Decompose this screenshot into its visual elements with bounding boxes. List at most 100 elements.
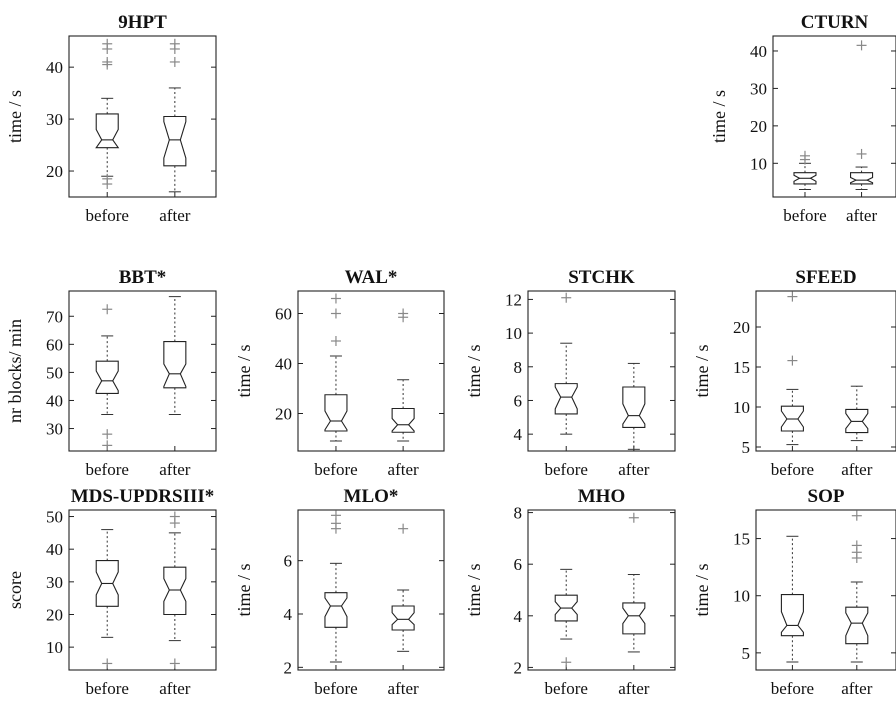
notched-box xyxy=(845,606,869,645)
outlier-marker xyxy=(102,658,113,669)
outlier-marker xyxy=(787,291,798,302)
notched-box xyxy=(95,560,119,607)
y-tick-label: 40 xyxy=(275,355,292,374)
outlier-marker xyxy=(851,540,862,551)
y-tick-label: 2 xyxy=(284,658,293,677)
y-tick-label: 20 xyxy=(46,162,63,181)
y-tick-label: 20 xyxy=(275,405,292,424)
plot-frame xyxy=(527,290,676,452)
plot-frame xyxy=(297,509,445,671)
box-after xyxy=(622,512,646,653)
chart-title: SFEED xyxy=(795,267,856,288)
plot-frame xyxy=(68,509,217,671)
y-tick-label: 10 xyxy=(733,398,750,417)
x-tick-label: after xyxy=(159,206,190,225)
box-after xyxy=(845,385,869,442)
outlier-marker xyxy=(851,510,862,521)
chart-panel-stchk: STCHK time / s 4 6 8 10 12 before after xyxy=(464,267,676,479)
notched-box xyxy=(845,408,869,434)
y-axis-label: score xyxy=(5,571,25,609)
y-tick-label: 50 xyxy=(46,508,63,527)
plot-frame xyxy=(297,290,445,452)
plot-frame xyxy=(68,35,217,198)
x-tick-label: before xyxy=(771,679,814,698)
notched-box xyxy=(793,172,817,185)
chart-panel-9hpt: 9HPT time / s 20 30 40 before after xyxy=(5,12,217,225)
y-tick-label: 20 xyxy=(46,605,63,624)
y-tick-label: 70 xyxy=(46,307,63,326)
x-tick-label: after xyxy=(841,679,872,698)
chart-panel-bbt-: BBT* nr blocks/ min 30 40 50 60 70 before after xyxy=(5,267,217,479)
y-tick-label: 30 xyxy=(750,79,767,98)
notched-box xyxy=(163,566,187,616)
plot-frame xyxy=(527,509,676,671)
outlier-marker xyxy=(628,512,639,523)
x-tick-label: after xyxy=(159,460,190,479)
plot-frame xyxy=(755,509,896,671)
outlier-marker xyxy=(102,429,113,440)
y-tick-label: 10 xyxy=(505,324,522,343)
y-tick-label: 20 xyxy=(733,318,750,337)
y-tick-label: 15 xyxy=(733,530,750,549)
plot-frame xyxy=(755,290,896,452)
chart-title: MLO* xyxy=(344,486,399,507)
x-tick-label: after xyxy=(618,460,649,479)
x-tick-label: before xyxy=(314,460,357,479)
y-axis-label: time / s xyxy=(464,345,484,398)
x-tick-label: before xyxy=(771,460,814,479)
y-axis-label: time / s xyxy=(709,90,729,143)
chart-panel-cturn: CTURN time / s 10 20 30 40 before after xyxy=(709,12,896,225)
y-tick-label: 40 xyxy=(46,391,63,410)
chart-title: STCHK xyxy=(568,267,635,288)
y-tick-label: 10 xyxy=(46,638,63,657)
y-axis-label: time / s xyxy=(692,345,712,398)
outlier-marker xyxy=(561,657,572,668)
notched-box xyxy=(622,602,646,635)
box-before xyxy=(780,535,804,663)
y-tick-label: 8 xyxy=(514,358,523,377)
y-tick-label: 30 xyxy=(46,420,63,439)
outlier-marker xyxy=(102,440,113,451)
notched-box xyxy=(163,115,187,167)
chart-title: WAL* xyxy=(345,267,398,288)
plot-frame xyxy=(772,35,896,198)
outlier-marker xyxy=(102,56,113,67)
chart-title: MHO xyxy=(578,486,626,507)
x-tick-label: after xyxy=(159,679,190,698)
notched-box xyxy=(554,383,578,415)
x-tick-label: before xyxy=(86,460,129,479)
y-axis-label: nr blocks/ min xyxy=(5,319,25,423)
notched-box xyxy=(780,405,804,432)
notched-box xyxy=(554,594,578,622)
box-before xyxy=(324,510,348,663)
chart-title: SOP xyxy=(808,486,845,507)
y-tick-label: 10 xyxy=(750,154,767,173)
notched-box xyxy=(95,360,119,395)
y-tick-label: 50 xyxy=(46,363,63,382)
outlier-marker xyxy=(787,355,798,366)
box-before xyxy=(95,304,119,451)
y-axis-label: time / s xyxy=(234,345,254,398)
y-axis-label: time / s xyxy=(234,564,254,617)
chart-title: MDS-UPDRSIII* xyxy=(71,486,215,507)
box-after xyxy=(163,38,187,193)
chart-panel-mho: MHO time / s 2 4 6 8 before after xyxy=(464,486,676,698)
y-tick-label: 6 xyxy=(514,555,523,574)
y-tick-label: 5 xyxy=(742,438,751,457)
y-axis-label: time / s xyxy=(464,564,484,617)
box-after xyxy=(163,511,187,669)
x-tick-label: after xyxy=(388,460,419,479)
y-tick-label: 4 xyxy=(284,605,293,624)
box-before xyxy=(95,38,120,190)
y-tick-label: 6 xyxy=(284,552,293,571)
outlier-marker xyxy=(169,38,180,49)
box-after xyxy=(391,308,415,442)
notched-box xyxy=(391,407,415,433)
outlier-marker xyxy=(398,308,409,319)
y-axis-label: time / s xyxy=(692,564,712,617)
outlier-marker xyxy=(330,308,341,319)
box-before xyxy=(324,293,348,442)
y-tick-label: 4 xyxy=(514,425,523,444)
y-tick-label: 6 xyxy=(514,391,523,410)
